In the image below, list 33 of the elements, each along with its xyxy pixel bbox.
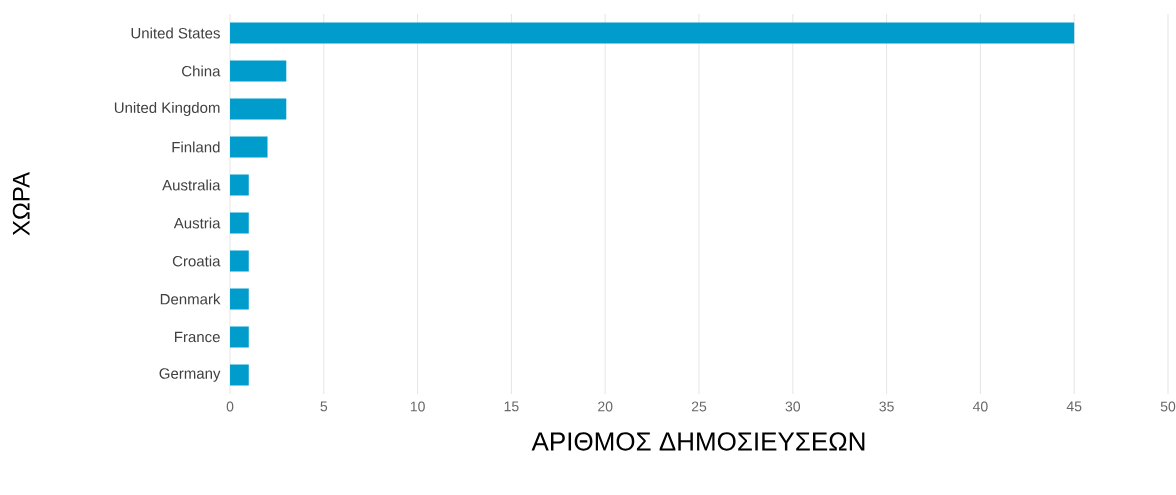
- y-tick-label: China: [182, 65, 221, 77]
- x-tick-label: 5: [320, 401, 328, 412]
- x-tick-label: 35: [879, 401, 894, 412]
- bar: [230, 136, 268, 158]
- bar: [230, 326, 249, 348]
- x-tick-label: 40: [972, 401, 988, 412]
- x-tick-label: 45: [1066, 401, 1082, 412]
- bar: [230, 364, 249, 386]
- bar: [230, 250, 249, 272]
- x-tick-label: 20: [598, 401, 613, 412]
- y-tick-label: United States: [131, 27, 220, 39]
- bar: [230, 174, 249, 196]
- y-tick-label: Australia: [162, 179, 221, 191]
- y-tick-label: France: [175, 331, 220, 343]
- bar: [230, 22, 1075, 44]
- x-tick-label: 0: [226, 401, 234, 412]
- bar: [230, 60, 287, 82]
- x-axis-title: ΑΡΙΘΜΟΣ ΔΗΜΟΣΙΕΥΣΕΩΝ: [531, 432, 865, 451]
- y-axis-title: ΧΩΡΑ: [12, 171, 30, 236]
- bar: [230, 212, 249, 234]
- y-tick-label: Austria: [173, 217, 221, 229]
- x-tick-label: 50: [1160, 401, 1176, 412]
- y-tick-label: Croatia: [172, 255, 221, 267]
- x-tick-label: 30: [785, 401, 801, 412]
- y-tick-label: Denmark: [160, 293, 221, 305]
- y-tick-label: Finland: [172, 141, 220, 153]
- x-tick-label: 25: [691, 401, 707, 412]
- y-tick-label: Germany: [159, 368, 221, 382]
- x-tick-label: 15: [504, 401, 519, 412]
- bar: [230, 288, 249, 310]
- y-tick-label: United Kingdom: [114, 102, 220, 116]
- x-tick-label: 10: [410, 401, 425, 412]
- bar: [230, 98, 287, 120]
